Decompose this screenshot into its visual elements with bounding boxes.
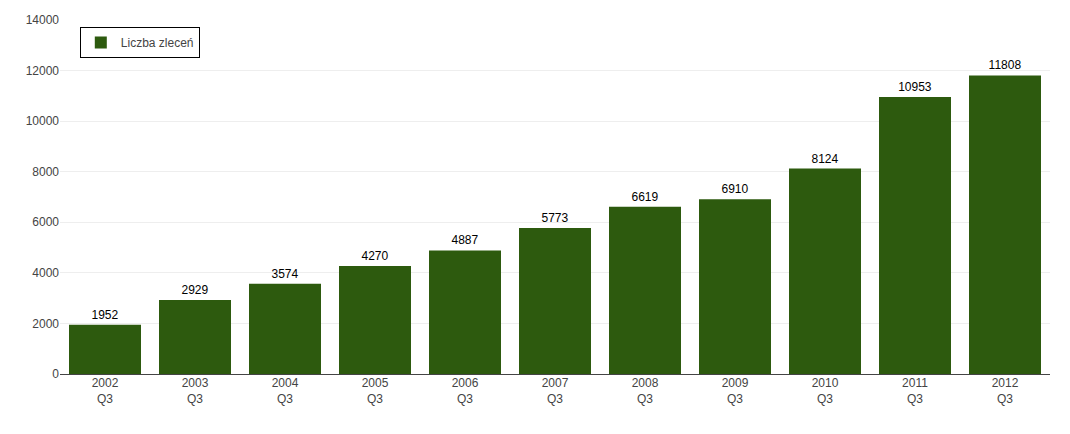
svg-text:2929: 2929 xyxy=(181,283,208,297)
svg-text:2004Q3: 2004Q3 xyxy=(272,376,299,406)
svg-text:10000: 10000 xyxy=(26,114,60,128)
svg-text:0: 0 xyxy=(52,367,59,381)
svg-text:2003Q3: 2003Q3 xyxy=(182,376,209,406)
svg-text:3574: 3574 xyxy=(271,267,298,281)
svg-text:2008Q3: 2008Q3 xyxy=(632,376,659,406)
svg-text:2006Q3: 2006Q3 xyxy=(452,376,479,406)
svg-text:11808: 11808 xyxy=(989,58,1022,72)
svg-text:1952: 1952 xyxy=(91,308,118,322)
svg-text:4000: 4000 xyxy=(32,266,59,280)
svg-text:2002Q3: 2002Q3 xyxy=(92,376,119,406)
svg-text:2007Q3: 2007Q3 xyxy=(542,376,569,406)
svg-text:2010Q3: 2010Q3 xyxy=(812,376,839,406)
svg-text:4270: 4270 xyxy=(361,249,388,263)
svg-text:12000: 12000 xyxy=(26,64,60,78)
svg-text:5773: 5773 xyxy=(541,211,568,225)
svg-text:10953: 10953 xyxy=(898,80,932,94)
svg-text:2000: 2000 xyxy=(32,317,59,331)
svg-text:14000: 14000 xyxy=(26,13,60,27)
svg-text:4887: 4887 xyxy=(451,233,478,247)
svg-text:2009Q3: 2009Q3 xyxy=(722,376,749,406)
svg-text:8124: 8124 xyxy=(811,152,838,166)
svg-text:2011Q3: 2011Q3 xyxy=(902,376,928,406)
svg-text:2012Q3: 2012Q3 xyxy=(992,376,1019,406)
svg-text:2005Q3: 2005Q3 xyxy=(362,376,389,406)
svg-text:6000: 6000 xyxy=(32,215,59,229)
svg-text:Liczba zleceń: Liczba zleceń xyxy=(121,36,194,50)
svg-text:6910: 6910 xyxy=(721,182,748,196)
svg-text:8000: 8000 xyxy=(32,165,59,179)
svg-text:6619: 6619 xyxy=(631,190,658,204)
